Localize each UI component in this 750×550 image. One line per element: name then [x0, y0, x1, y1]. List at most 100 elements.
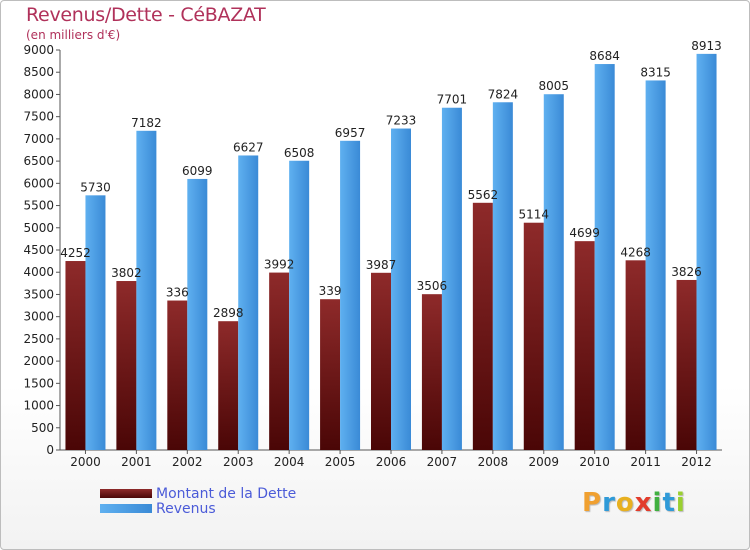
bar-revenue	[594, 64, 615, 451]
data-label: 3826	[671, 265, 702, 279]
data-label: 8315	[640, 65, 671, 79]
y-tick-label: 0	[46, 443, 54, 457]
y-tick-label: 5500	[23, 199, 54, 213]
legend-label-debt: Montant de la Dette	[156, 485, 297, 502]
bar-debt	[218, 321, 239, 450]
proxiti-logo: Proxiti	[582, 488, 686, 518]
bar-debt	[371, 272, 391, 450]
bar-revenue	[441, 107, 462, 450]
data-label: 2898	[213, 306, 244, 320]
data-label: 8005	[538, 79, 569, 93]
x-tick-label: 2007	[427, 455, 458, 469]
x-tick-label: 2003	[223, 455, 254, 469]
y-tick-label: 5000	[23, 221, 54, 235]
bar-debt	[472, 202, 493, 450]
data-label: 6099	[182, 164, 213, 178]
legend: Montant de la Dette Revenus	[100, 485, 297, 517]
bar-revenue	[696, 53, 717, 450]
data-label: 5730	[80, 180, 111, 194]
bar-debt	[421, 294, 442, 450]
y-tick-label: 1500	[23, 376, 54, 390]
y-tick-label: 6500	[23, 154, 54, 168]
bar-revenue	[187, 178, 208, 450]
bar-revenue	[238, 155, 259, 450]
y-tick-label: 4000	[23, 265, 54, 279]
data-label: 4699	[569, 226, 600, 240]
logo-letter: o	[615, 488, 635, 518]
chart-title: Revenus/Dette - CéBAZAT	[26, 4, 266, 26]
bar-debt	[676, 279, 697, 450]
data-label: 6957	[335, 126, 366, 140]
bar-debt	[574, 241, 595, 450]
y-axis: 0 500 1000 1500 2000 2500 3000 3500 4000 4500 5000…	[23, 43, 61, 457]
bar-debt	[116, 281, 137, 450]
x-tick-label: 2005	[325, 455, 356, 469]
x-tick-label: 2006	[376, 455, 407, 469]
data-label: 5562	[468, 188, 499, 202]
logo-letter: t	[662, 488, 676, 518]
legend-swatch-debt	[100, 489, 152, 498]
x-tick-label: 2002	[172, 455, 203, 469]
legend-label-revenue: Revenus	[156, 500, 216, 517]
data-label: 3992	[264, 258, 295, 272]
x-tick-label: 2004	[274, 455, 305, 469]
y-tick-label: 1000	[23, 399, 54, 413]
chart-subtitle: (en milliers d'€)	[26, 28, 121, 42]
data-label: 6627	[233, 140, 264, 154]
x-tick-label: 2001	[121, 455, 152, 469]
data-label: 6508	[284, 146, 315, 160]
data-label: 3987	[366, 258, 397, 272]
logo-letter: x	[634, 488, 653, 518]
bar-debt	[625, 260, 646, 450]
y-tick-label: 8000	[23, 87, 54, 101]
bar-revenue	[340, 140, 361, 451]
data-label: 336	[166, 286, 189, 300]
x-tick-label: 2010	[579, 455, 610, 469]
y-tick-label: 8500	[23, 65, 54, 79]
x-axis: 2000 2001 2002 2003 2004 2005 2006 2007 2008 2009…	[60, 449, 722, 469]
data-label: 8684	[589, 49, 620, 63]
y-tick-label: 9000	[23, 43, 54, 57]
bar-revenue	[645, 80, 666, 450]
data-label: 7701	[437, 93, 468, 107]
data-labels: 4252 3802 336 2898 3992 339 3987 3506 5562 5114 46…	[60, 39, 722, 320]
x-tick-label: 2000	[70, 455, 101, 469]
x-tick-label: 2011	[630, 455, 661, 469]
data-label: 4252	[60, 246, 91, 260]
legend-swatch-revenue	[100, 504, 152, 513]
data-label: 7182	[131, 116, 162, 130]
bar-debt	[523, 222, 544, 450]
x-tick-label: 2008	[478, 455, 509, 469]
y-tick-label: 6000	[23, 176, 54, 190]
data-label: 8913	[691, 39, 722, 53]
bar-revenue	[543, 94, 564, 450]
bar-debt	[65, 261, 86, 450]
y-tick-label: 500	[31, 421, 54, 435]
y-tick-label: 2000	[23, 354, 54, 368]
data-label: 7824	[488, 87, 519, 101]
data-label: 3802	[111, 266, 142, 280]
x-tick-label: 2009	[528, 455, 559, 469]
y-tick-label: 3500	[23, 287, 54, 301]
logo-letter: i	[652, 488, 663, 518]
bar-revenue	[391, 128, 411, 451]
bar-debt	[167, 300, 188, 450]
bar-debt	[320, 299, 341, 450]
logo-letter: i	[675, 488, 686, 518]
legend-item-revenue: Revenus	[100, 500, 296, 517]
y-tick-label: 3000	[23, 310, 54, 324]
y-tick-label: 7500	[23, 110, 54, 124]
x-tick-label: 2012	[681, 455, 712, 469]
data-label: 4268	[620, 245, 651, 259]
bar-revenue	[136, 130, 157, 451]
data-label: 339	[319, 284, 342, 298]
y-tick-label: 4500	[23, 243, 54, 257]
legend-item-debt: Montant de la Dette	[100, 485, 297, 502]
logo-letter: P	[582, 488, 603, 518]
logo-letter: r	[602, 488, 616, 518]
bar-revenue	[85, 195, 106, 450]
bar-revenue	[492, 102, 513, 451]
y-tick-label: 7000	[23, 132, 54, 146]
data-label: 3506	[417, 279, 448, 293]
